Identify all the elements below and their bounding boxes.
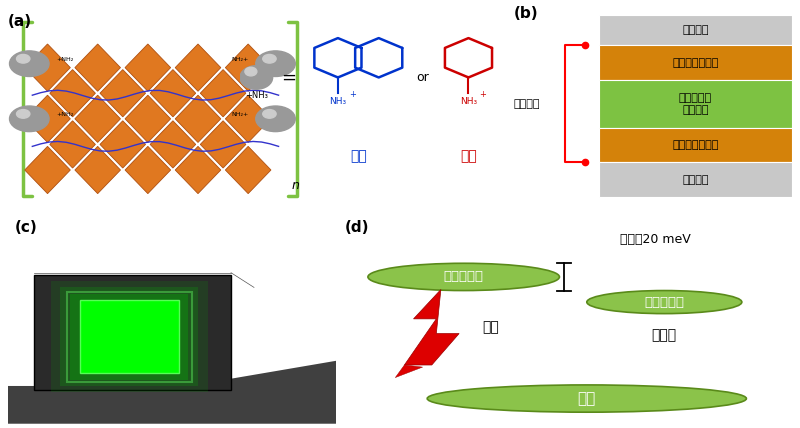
Ellipse shape (586, 291, 742, 314)
Text: (c): (c) (14, 220, 38, 235)
Text: +NH₃: +NH₃ (245, 91, 268, 100)
Polygon shape (100, 70, 146, 117)
Circle shape (17, 110, 30, 118)
Circle shape (10, 51, 49, 77)
Circle shape (256, 51, 295, 77)
Text: (a): (a) (8, 15, 32, 30)
Text: 基态: 基态 (578, 391, 596, 406)
Text: =: = (282, 68, 297, 86)
Circle shape (240, 65, 273, 89)
Polygon shape (175, 146, 221, 193)
Text: +NH₂: +NH₂ (57, 113, 74, 117)
FancyBboxPatch shape (80, 300, 178, 373)
FancyBboxPatch shape (599, 80, 792, 128)
Polygon shape (125, 95, 170, 143)
Circle shape (245, 67, 257, 76)
Polygon shape (50, 121, 95, 168)
Circle shape (256, 106, 295, 132)
Polygon shape (150, 70, 196, 117)
Polygon shape (200, 70, 246, 117)
Polygon shape (75, 44, 121, 91)
Text: 不发光: 不发光 (652, 329, 677, 343)
Polygon shape (226, 146, 271, 193)
Circle shape (218, 229, 258, 254)
Text: +: + (479, 90, 486, 99)
Text: (b): (b) (514, 6, 538, 21)
FancyBboxPatch shape (599, 128, 792, 162)
FancyBboxPatch shape (61, 288, 198, 386)
Polygon shape (25, 146, 70, 193)
Polygon shape (25, 44, 70, 91)
Polygon shape (25, 95, 70, 143)
Polygon shape (150, 121, 196, 168)
Circle shape (10, 106, 49, 132)
Polygon shape (175, 95, 221, 143)
Circle shape (178, 204, 297, 279)
FancyBboxPatch shape (599, 15, 792, 45)
FancyBboxPatch shape (50, 281, 208, 392)
Ellipse shape (368, 263, 559, 291)
Text: +: + (349, 90, 356, 99)
Polygon shape (75, 95, 121, 143)
Circle shape (262, 54, 276, 63)
Polygon shape (125, 44, 170, 91)
Ellipse shape (427, 385, 746, 412)
Circle shape (198, 216, 277, 266)
Text: +NH₂: +NH₂ (57, 57, 74, 62)
Polygon shape (404, 289, 459, 365)
Polygon shape (8, 361, 336, 424)
Polygon shape (175, 44, 221, 91)
Text: 金属电极: 金属电极 (682, 25, 709, 35)
Polygon shape (226, 44, 271, 91)
Polygon shape (100, 121, 146, 168)
Text: NH₂+: NH₂+ (231, 113, 248, 117)
Text: 发光: 发光 (482, 320, 498, 334)
Text: 三重激发态: 三重激发态 (644, 296, 684, 309)
Text: NH₃: NH₃ (330, 97, 346, 106)
Text: or: or (416, 71, 429, 84)
Text: 加载电压: 加载电压 (514, 99, 540, 109)
Circle shape (17, 54, 30, 63)
Text: NH₃: NH₃ (460, 97, 477, 106)
Text: 单重激发态: 单重激发态 (444, 270, 484, 283)
Polygon shape (50, 70, 95, 117)
Text: n: n (292, 178, 300, 192)
FancyBboxPatch shape (34, 275, 231, 390)
Polygon shape (75, 146, 121, 193)
Text: 萘胺: 萘胺 (350, 149, 366, 163)
Text: 能隙＜20 meV: 能隙＜20 meV (620, 233, 690, 246)
Polygon shape (395, 365, 422, 377)
Text: (d): (d) (345, 220, 370, 235)
Text: 透明电极: 透明电极 (682, 175, 709, 184)
Text: 苯胺: 苯胺 (460, 149, 477, 163)
Polygon shape (125, 146, 170, 193)
FancyBboxPatch shape (70, 294, 189, 380)
Text: 有机电子传输层: 有机电子传输层 (672, 58, 718, 68)
Circle shape (262, 110, 276, 118)
Text: NH₂+: NH₂+ (231, 57, 248, 62)
Polygon shape (200, 121, 246, 168)
Polygon shape (226, 95, 271, 143)
Text: 有机空穴传输层: 有机空穴传输层 (672, 140, 718, 150)
FancyBboxPatch shape (599, 162, 792, 197)
Text: 准二维钙钛
矿发光层: 准二维钙钛 矿发光层 (679, 93, 712, 115)
FancyBboxPatch shape (599, 45, 792, 80)
